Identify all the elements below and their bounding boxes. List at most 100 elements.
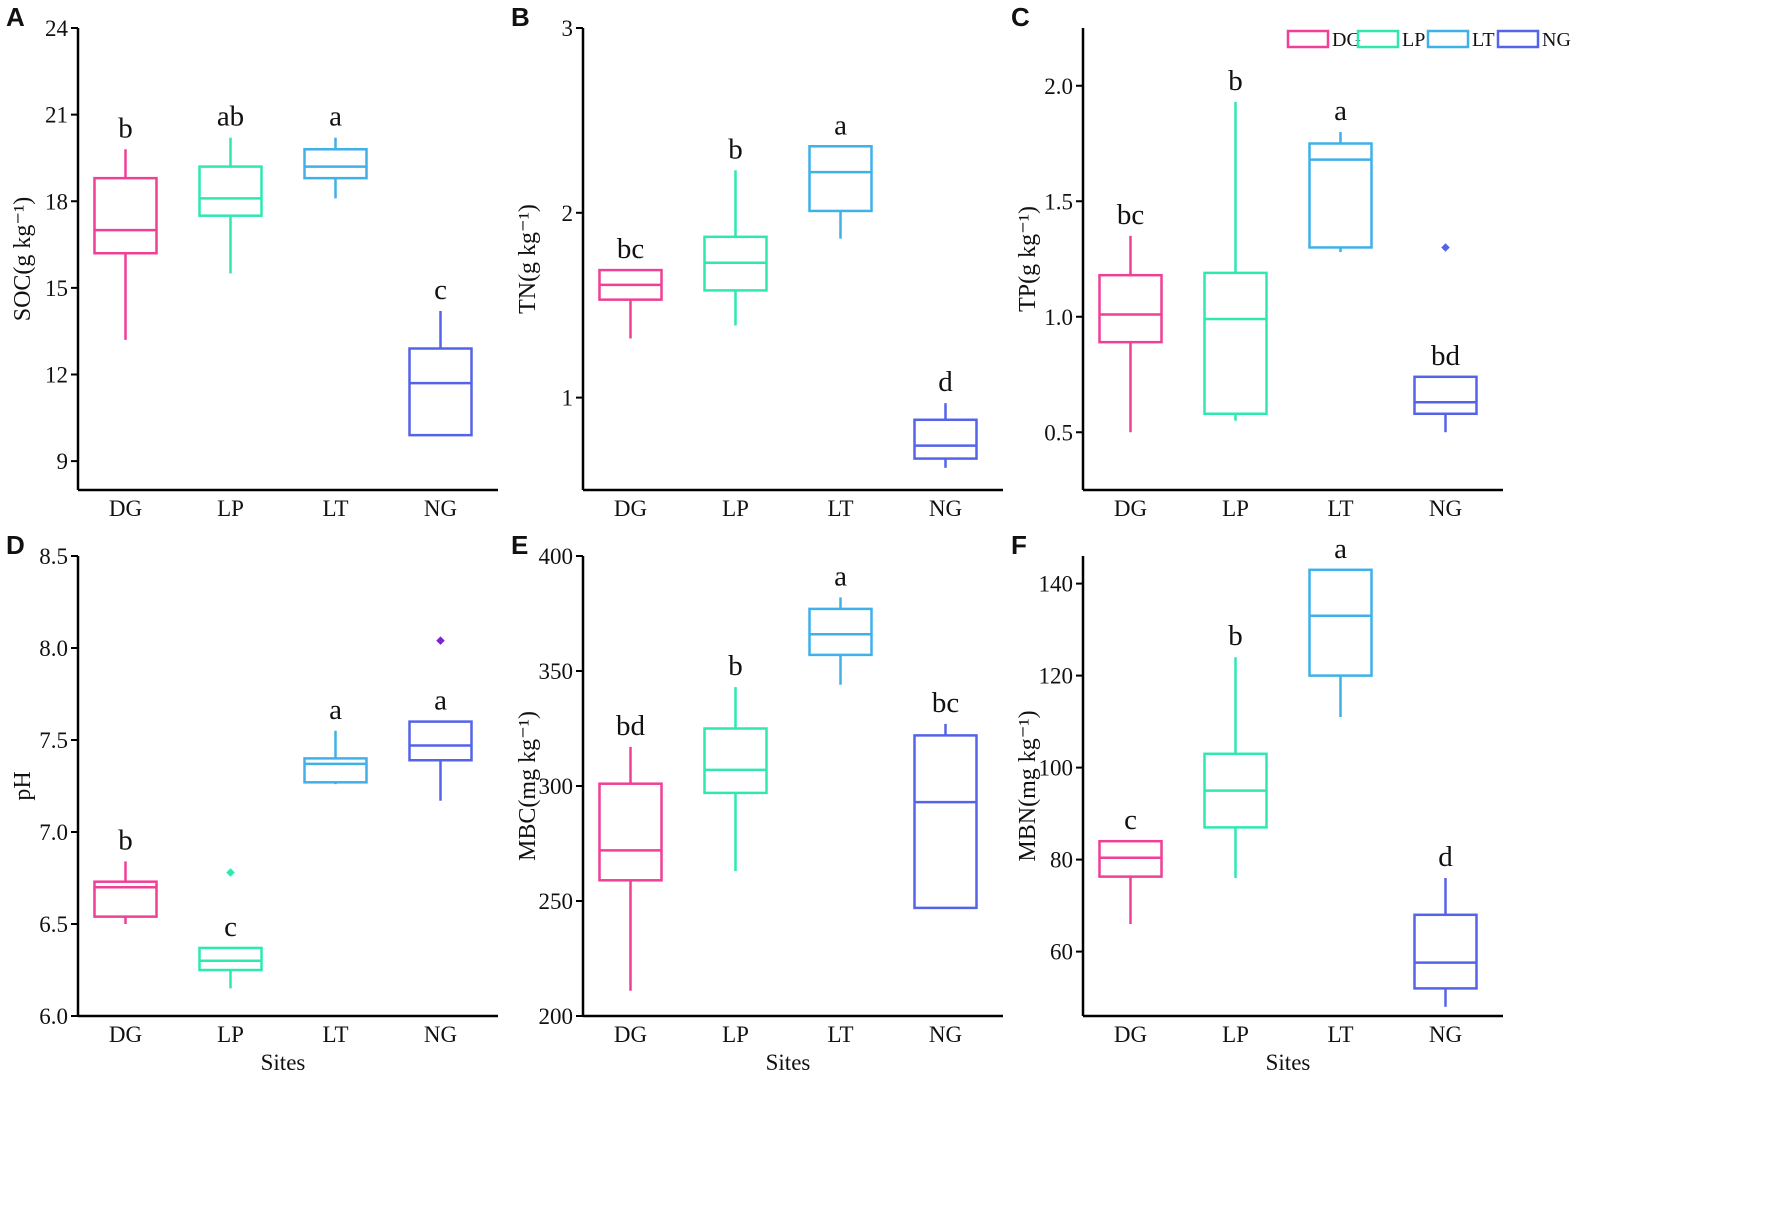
legend-swatch-LP	[1356, 29, 1400, 49]
panel-A: A 9 12 15 18 21 24 SOC(g kg⁻¹) DG b LP ab LT a NG c	[6, 2, 498, 521]
significance-letter: b	[728, 133, 743, 165]
iqr-box	[303, 148, 368, 180]
panel-B: B 1 2 3 TN(g kg⁻¹) DG bc LP b LT a NG d	[511, 2, 1003, 521]
box-NG: c	[408, 274, 473, 437]
legend-label: LT	[1472, 29, 1495, 51]
y-tick-label: 8.0	[39, 636, 68, 661]
x-tick-label: LT	[828, 1022, 854, 1047]
significance-letter: c	[224, 911, 237, 943]
x-tick-label: LP	[1222, 1022, 1249, 1047]
significance-letter: b	[1228, 65, 1243, 97]
legend-label: NG	[1542, 29, 1571, 51]
iqr-box	[1098, 273, 1163, 344]
panel-C: C 0.5 1.0 1.5 2.0 TP(g kg⁻¹) DG bc LP b LT a NG bd DG L…	[1011, 2, 1571, 521]
y-tick-label: 8.5	[39, 544, 68, 569]
significance-letter: a	[834, 560, 847, 592]
panel-D: D 6.0 6.5 7.0 7.5 8.0 8.5 pH DG b LP c LT a NG a Sites	[6, 530, 498, 1075]
panel-label: D	[6, 530, 25, 560]
box-LP: b	[703, 133, 768, 326]
y-axis-label: TP(g kg⁻¹)	[1015, 206, 1041, 312]
box-LP: b	[1203, 620, 1268, 878]
y-tick-label: 120	[1039, 664, 1074, 689]
box-NG: d	[913, 366, 978, 468]
significance-letter: a	[1334, 533, 1347, 565]
box-LT: a	[1308, 95, 1373, 253]
x-tick-label: LP	[722, 496, 749, 521]
box-LP: b	[1203, 65, 1268, 421]
x-tick-label: NG	[424, 1022, 457, 1047]
legend-swatch-NG	[1496, 29, 1540, 49]
y-tick-label: 0.5	[1044, 420, 1073, 445]
x-tick-label: NG	[929, 496, 962, 521]
y-tick-label: 140	[1039, 572, 1074, 597]
y-tick-label: 3	[562, 16, 574, 41]
panel-label: E	[511, 530, 528, 560]
x-tick-label: LT	[1328, 496, 1354, 521]
x-axis-label: Sites	[1266, 1050, 1311, 1075]
iqr-box	[198, 165, 263, 217]
iqr-box	[303, 757, 368, 784]
y-tick-label: 1.5	[1044, 189, 1073, 214]
significance-letter: a	[1334, 95, 1347, 127]
box-LT: a	[1308, 533, 1373, 717]
x-tick-label: DG	[1114, 496, 1147, 521]
panel-F: F 60 80 100 120 140 MBN(mg kg⁻¹) DG c LP b LT a NG d Si…	[1011, 530, 1503, 1075]
iqr-box	[808, 607, 873, 657]
y-tick-label: 9	[57, 449, 69, 474]
box-DG: b	[93, 112, 158, 340]
significance-letter: bd	[616, 710, 646, 742]
iqr-box	[1413, 913, 1478, 990]
significance-letter: a	[329, 101, 342, 133]
iqr-box	[913, 418, 978, 460]
y-tick-label: 100	[1039, 756, 1074, 781]
significance-letter: b	[728, 650, 743, 682]
iqr-box	[808, 145, 873, 213]
x-tick-label: NG	[929, 1022, 962, 1047]
x-tick-label: LT	[828, 496, 854, 521]
y-tick-label: 2.0	[1044, 74, 1073, 99]
iqr-box	[913, 734, 978, 910]
panel-label: C	[1011, 2, 1030, 32]
significance-letter: d	[938, 366, 953, 398]
box-LT: a	[808, 560, 873, 685]
significance-letter: b	[1228, 620, 1243, 652]
legend-label: DG	[1332, 29, 1361, 51]
x-tick-label: LP	[722, 1022, 749, 1047]
iqr-box	[93, 176, 158, 255]
x-tick-label: DG	[614, 496, 647, 521]
significance-letter: bd	[1431, 340, 1461, 372]
iqr-box	[1413, 375, 1478, 416]
box-LP: ab	[198, 101, 263, 274]
box-DG: bc	[1098, 199, 1163, 433]
iqr-box	[1308, 568, 1373, 677]
iqr-box	[598, 782, 663, 882]
x-tick-label: LT	[1328, 1022, 1354, 1047]
x-tick-label: NG	[1429, 1022, 1462, 1047]
y-tick-label: 18	[45, 189, 68, 214]
y-tick-label: 2	[562, 201, 574, 226]
panel-label: A	[6, 2, 25, 32]
significance-letter: c	[434, 274, 447, 306]
x-tick-label: LP	[217, 496, 244, 521]
iqr-box	[703, 727, 768, 795]
x-tick-label: LT	[323, 1022, 349, 1047]
y-axis-label: MBN(mg kg⁻¹)	[1015, 710, 1041, 861]
iqr-box	[408, 347, 473, 437]
x-tick-label: DG	[109, 1022, 142, 1047]
significance-letter: bc	[617, 233, 644, 265]
legend-swatch-LT	[1426, 29, 1470, 49]
y-tick-label: 12	[45, 363, 68, 388]
y-axis-label: SOC(g kg⁻¹)	[10, 197, 36, 322]
x-tick-label: DG	[1114, 1022, 1147, 1047]
y-tick-label: 6.0	[39, 1004, 68, 1029]
significance-letter: bc	[932, 687, 959, 719]
x-axis-label: Sites	[261, 1050, 306, 1075]
box-LP: c	[198, 868, 263, 989]
outlier-point	[1441, 243, 1450, 252]
box-LP: b	[703, 650, 768, 872]
x-tick-label: DG	[109, 496, 142, 521]
y-tick-label: 21	[45, 103, 68, 128]
significance-letter: bc	[1117, 199, 1144, 231]
significance-letter: a	[434, 685, 447, 717]
